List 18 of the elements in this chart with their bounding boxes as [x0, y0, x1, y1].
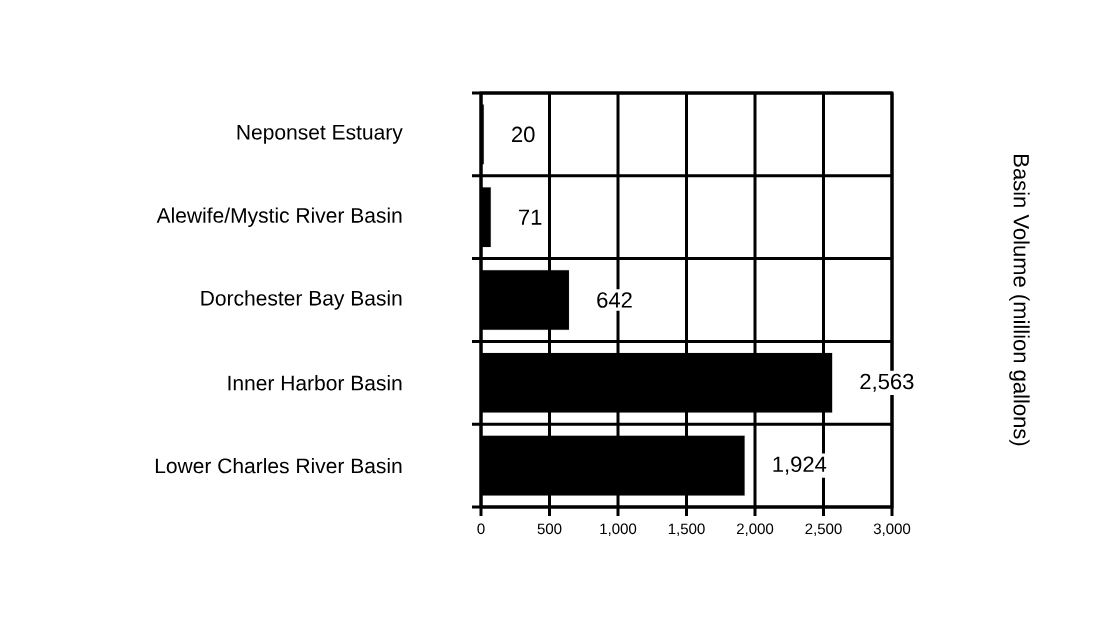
data-label: 1,924	[773, 456, 827, 475]
y-tick-label: Lower Charles River Basin	[155, 457, 402, 474]
data-label: 20	[512, 126, 535, 143]
x-tick-label: 2,000	[736, 523, 774, 536]
data-label: 642	[597, 292, 632, 308]
x-tick-label: 1,000	[600, 523, 637, 536]
x-tick-label: 0	[477, 523, 485, 535]
data-label: 71	[519, 209, 542, 225]
x-tick-label: 500	[537, 523, 562, 535]
y-tick-label: Alewife/Mystic River Basin	[156, 207, 402, 227]
text: Basin Volume (million gallons)	[1009, 155, 1030, 446]
y-tick-label: Neponset Estuary	[237, 125, 403, 144]
x-tick-label: 2,500	[805, 523, 842, 536]
y-tick-label: Inner Harbor Basin	[228, 375, 402, 391]
x-tick-label: 1,500	[668, 523, 705, 536]
y-tick-label: Dorchester Bay Basin	[201, 290, 402, 310]
data-label: 2,563	[860, 373, 914, 392]
x-tick-label: 3,000	[873, 523, 911, 536]
